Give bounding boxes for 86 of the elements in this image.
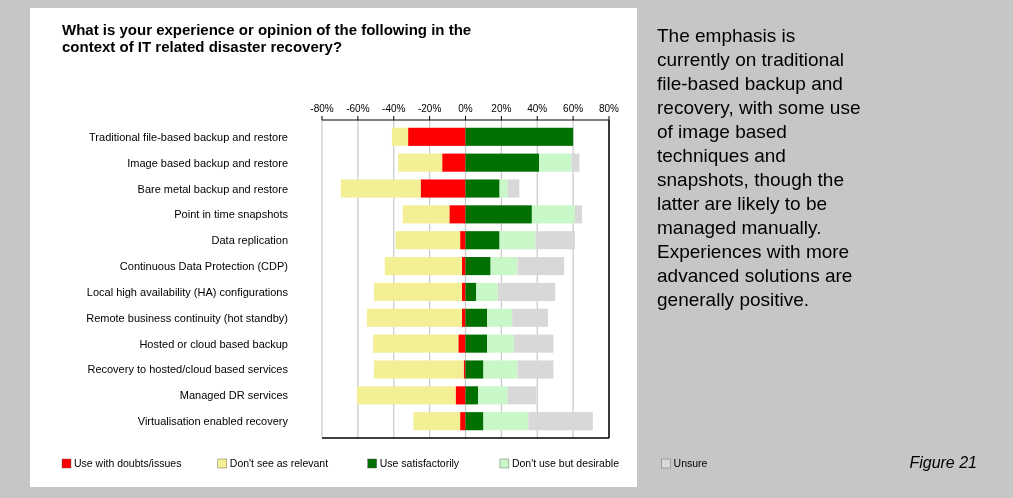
legend-label: Unsure [673, 457, 708, 469]
y-tick-label: Image based backup and restore [127, 156, 288, 169]
legend-label: Use satisfactorily [379, 457, 460, 469]
chart-title: What is your experience or opinion of the following in the context of IT related disaster recovery? [62, 21, 472, 55]
bar [507, 179, 520, 198]
bar [398, 153, 443, 172]
y-tick-label: Local high availability (HA) configurations [86, 285, 289, 298]
bar [449, 205, 466, 224]
bar [465, 257, 491, 276]
bar [499, 179, 508, 198]
bar [531, 205, 575, 224]
bar [465, 127, 574, 146]
legend-label: Don't see as relevant [229, 457, 329, 469]
bar [340, 179, 421, 198]
bar [535, 231, 575, 250]
bar [442, 153, 466, 172]
x-tick-label: -80% [310, 103, 334, 114]
bar [517, 360, 554, 379]
x-tick-label: 80% [598, 103, 620, 114]
bar [460, 412, 466, 431]
bar [465, 334, 488, 353]
bar [517, 257, 565, 276]
bar [487, 308, 513, 327]
bar [384, 257, 462, 276]
bar [391, 127, 409, 146]
bar [571, 153, 580, 172]
y-tick-label: Hosted or cloud based backup [139, 337, 288, 350]
bar [395, 231, 461, 250]
bar [356, 386, 456, 405]
y-tick-label: Recovery to hosted/cloud based services [87, 363, 289, 376]
legend-label: Use with doubts/issues [74, 457, 182, 469]
bar [460, 231, 466, 250]
bar [490, 257, 518, 276]
bar [408, 127, 466, 146]
bar [373, 334, 459, 353]
bar [465, 386, 479, 405]
y-tick-label: Point in time snapshots [174, 208, 289, 221]
bar [402, 205, 450, 224]
x-tick-label: 60% [563, 103, 584, 114]
y-tick-label: Virtualisation enabled recovery [137, 415, 289, 428]
y-tick-label: Traditional file-based backup and restore [89, 130, 288, 143]
bar [455, 386, 466, 405]
legend-label: Don't use but desirable [511, 457, 620, 469]
y-tick-label: Bare metal backup and restore [137, 182, 288, 195]
bar [483, 412, 529, 431]
bar [465, 231, 500, 250]
bar [574, 205, 583, 224]
bar [476, 282, 498, 301]
bar [465, 360, 484, 379]
bar [499, 231, 536, 250]
bar [420, 179, 466, 198]
bar [539, 153, 572, 172]
bar [465, 153, 540, 172]
y-tick-label: Remote business continuity (hot standby) [86, 311, 288, 324]
bar [461, 308, 466, 327]
y-tick-label: Continuous Data Protection (CDP) [119, 260, 288, 273]
bar [487, 334, 514, 353]
x-tick-label: 40% [527, 103, 548, 114]
bar [465, 205, 532, 224]
bar [366, 308, 462, 327]
x-tick-label: -40% [382, 103, 406, 114]
bar [374, 282, 462, 301]
bar [465, 179, 500, 198]
bar [461, 257, 466, 276]
bar [413, 412, 461, 431]
bar [465, 282, 477, 301]
caption: Figure 21 [909, 454, 977, 471]
bar [512, 308, 549, 327]
bar [465, 412, 484, 431]
bar [461, 282, 466, 301]
y-tick-label: Data replication [211, 234, 288, 247]
x-tick-label: 20% [491, 103, 512, 114]
bar [465, 308, 488, 327]
text: The emphasis is currently on traditional file-based backup and recovery, with some use of image based techniques and snapshots, though the latter are likely to be managed manually. Experiences with more advanced solutions are generally positive. [657, 25, 861, 310]
bar [458, 334, 466, 353]
bar [497, 282, 556, 301]
bar [507, 386, 537, 405]
y-tick-label: Managed DR services [179, 389, 289, 402]
bar [483, 360, 518, 379]
bar [374, 360, 464, 379]
bar [478, 386, 508, 405]
bar [513, 334, 554, 353]
bar [528, 412, 593, 431]
x-tick-label: -60% [346, 103, 370, 114]
x-tick-label: -20% [417, 103, 442, 114]
x-tick-label: 0% [458, 103, 473, 114]
